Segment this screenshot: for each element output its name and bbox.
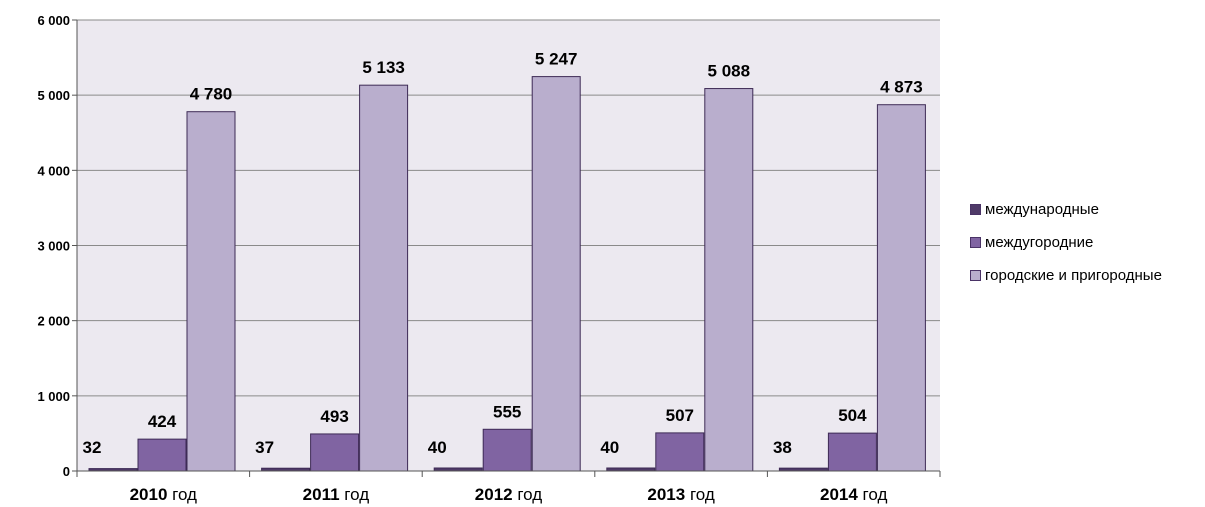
x-category-label: 2010 год xyxy=(130,485,197,504)
data-label: 4 873 xyxy=(880,78,923,97)
data-label: 32 xyxy=(83,438,102,457)
data-label: 40 xyxy=(600,438,619,457)
legend-swatch xyxy=(970,270,981,281)
y-tick-label: 4 000 xyxy=(37,163,70,178)
data-label: 507 xyxy=(666,406,694,425)
data-label: 493 xyxy=(320,407,348,426)
data-labels: 32 424 4 780 37 493 5 133 40 555 5 247 40 507 5 088… xyxy=(83,50,923,457)
legend-item: международные xyxy=(970,193,1162,226)
data-label: 38 xyxy=(773,438,792,457)
y-tick-label: 0 xyxy=(63,464,70,479)
y-tick-label: 3 000 xyxy=(37,239,70,254)
bar xyxy=(655,432,705,472)
data-label: 555 xyxy=(493,402,521,421)
x-category-label: 2013 год xyxy=(647,485,714,504)
data-label: 504 xyxy=(838,406,867,425)
y-axis: 0 1 000 2 000 3 000 4 000 5 000 6 000 xyxy=(37,13,78,479)
data-label: 40 xyxy=(428,438,447,457)
legend-swatch xyxy=(970,204,981,215)
bar xyxy=(876,104,926,472)
bar xyxy=(704,88,754,472)
bars xyxy=(88,76,926,472)
data-label: 5 247 xyxy=(535,50,578,69)
bar xyxy=(531,76,581,472)
legend-item: междугородние xyxy=(970,226,1162,259)
x-category-label: 2011 год xyxy=(303,485,370,504)
data-label: 5 133 xyxy=(362,58,405,77)
y-tick-label: 1 000 xyxy=(37,389,70,404)
y-tick-label: 2 000 xyxy=(37,314,70,329)
x-category-label: 2014 год xyxy=(820,485,887,504)
bar xyxy=(482,428,532,472)
bar xyxy=(359,84,409,472)
data-label: 424 xyxy=(148,412,177,431)
x-category-label: 2012 год xyxy=(475,485,542,504)
legend-label: междугородние xyxy=(985,234,1094,251)
legend-swatch xyxy=(970,237,981,248)
data-label: 5 088 xyxy=(708,62,751,81)
legend: международные междугородние городские и … xyxy=(970,193,1162,292)
legend-item: городские и пригородные xyxy=(970,259,1162,292)
bar xyxy=(137,438,187,472)
data-label: 37 xyxy=(255,438,274,457)
x-axis: 2010 год 2011 год 2012 год 2013 год 2014 год xyxy=(76,470,941,504)
y-tick-label: 6 000 xyxy=(37,13,70,28)
bar xyxy=(827,432,877,472)
legend-label: городские и пригородные xyxy=(985,267,1162,284)
y-tick-label: 5 000 xyxy=(37,88,70,103)
data-label: 4 780 xyxy=(190,85,233,104)
bar xyxy=(186,111,236,472)
bar xyxy=(310,433,360,472)
legend-label: международные xyxy=(985,201,1099,218)
